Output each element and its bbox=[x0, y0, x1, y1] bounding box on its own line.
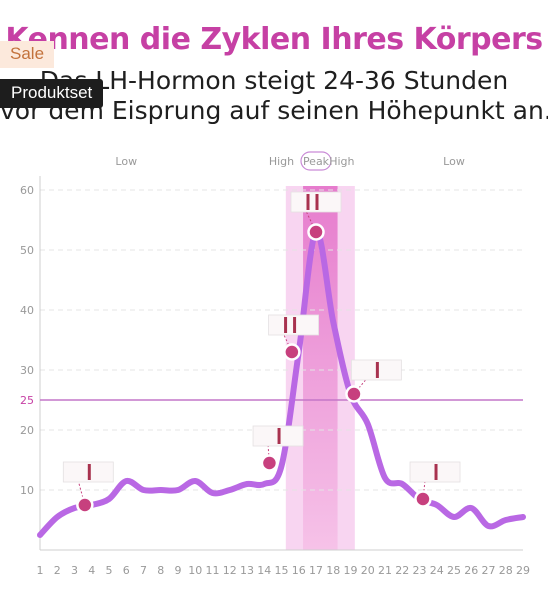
x-tick-label: 26 bbox=[464, 564, 478, 577]
data-point bbox=[414, 490, 432, 508]
x-tick-label: 11 bbox=[206, 564, 220, 577]
x-tick-label: 12 bbox=[223, 564, 237, 577]
phase-label: Low bbox=[115, 155, 137, 168]
x-tick-label: 24 bbox=[430, 564, 444, 577]
x-tick-label: 23 bbox=[413, 564, 427, 577]
x-tick-label: 19 bbox=[344, 564, 358, 577]
x-tick-label: 1 bbox=[37, 564, 44, 577]
x-tick-label: 9 bbox=[175, 564, 182, 577]
phase-label: High bbox=[329, 155, 354, 168]
x-tick-label: 7 bbox=[140, 564, 147, 577]
x-tick-label: 21 bbox=[378, 564, 392, 577]
x-tick-label: 10 bbox=[188, 564, 202, 577]
data-point bbox=[345, 385, 363, 403]
y-tick-label: 30 bbox=[20, 364, 34, 377]
phase-label: Peak bbox=[303, 155, 330, 168]
phase-label: High bbox=[269, 155, 294, 168]
y-tick-label: 10 bbox=[20, 484, 34, 497]
x-tick-label: 29 bbox=[516, 564, 530, 577]
marker-connector bbox=[353, 378, 367, 395]
x-tick-label: 15 bbox=[275, 564, 289, 577]
x-tick-label: 6 bbox=[123, 564, 130, 577]
x-tick-label: 17 bbox=[309, 564, 323, 577]
axes bbox=[39, 176, 523, 551]
sale-badge: Sale bbox=[0, 41, 55, 68]
x-tick-label: 2 bbox=[54, 564, 61, 577]
marker-connector bbox=[267, 444, 270, 464]
data-point bbox=[76, 496, 94, 514]
x-tick-label: 16 bbox=[292, 564, 306, 577]
x-tick-label: 8 bbox=[157, 564, 164, 577]
threshold-label: 25 bbox=[20, 394, 34, 407]
phase-label: Low bbox=[443, 155, 465, 168]
y-tick-label: 40 bbox=[20, 304, 34, 317]
y-tick-label: 60 bbox=[20, 184, 34, 197]
phase-labels: Low High Peak High Low bbox=[115, 151, 465, 171]
x-tick-label: 22 bbox=[395, 564, 409, 577]
x-tick-label: 25 bbox=[447, 564, 461, 577]
product-set-badge: Produktset bbox=[0, 79, 104, 108]
page-title: Kennen die Zyklen Ihres Körpers bbox=[5, 22, 543, 57]
threshold-line: 25 bbox=[20, 394, 523, 407]
y-tick-label: 20 bbox=[20, 424, 34, 437]
test-strip-markers bbox=[62, 191, 461, 514]
x-tick-label: 28 bbox=[499, 564, 513, 577]
x-tick-label: 27 bbox=[482, 564, 496, 577]
data-point bbox=[283, 343, 301, 361]
x-tick-label: 14 bbox=[257, 564, 271, 577]
data-point bbox=[307, 223, 325, 241]
x-tick-label: 13 bbox=[240, 564, 254, 577]
x-tick-label: 20 bbox=[361, 564, 375, 577]
x-tick-label: 18 bbox=[326, 564, 340, 577]
peak-pill bbox=[300, 151, 332, 171]
y-tick-label: 50 bbox=[20, 244, 34, 257]
marker-connector bbox=[422, 480, 426, 500]
data-point bbox=[260, 454, 279, 472]
x-tick-label: 5 bbox=[106, 564, 113, 577]
subtitle-line-1: Das LH-Hormon steigt 24-36 Stunden bbox=[39, 66, 509, 95]
x-tick-label: 3 bbox=[71, 564, 78, 577]
marker-connector bbox=[283, 333, 293, 353]
x-tick-label: 4 bbox=[88, 564, 95, 577]
